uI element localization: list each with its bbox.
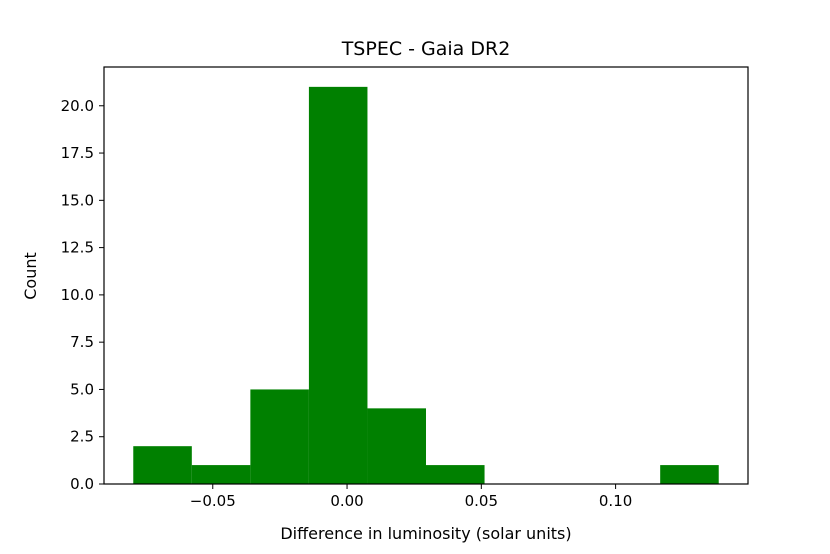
y-tick-label: 5.0	[70, 380, 94, 398]
bars-group	[133, 86, 719, 485]
x-tick-label: 0.05	[465, 492, 498, 510]
y-tick-label: 10.0	[61, 286, 94, 304]
y-tick-label: 20.0	[61, 97, 94, 115]
y-tick-label: 2.5	[70, 428, 94, 446]
chart-title: TSPEC - Gaia DR2	[341, 38, 511, 60]
x-tick-label: 0.10	[599, 492, 632, 510]
y-axis-ticks: 0.0 2.5 5.0 7.5 10.0 12.5 15.0 17.5 20.0	[61, 97, 104, 493]
x-tick-label: −0.05	[190, 492, 236, 510]
histogram-bar	[660, 465, 719, 484]
histogram-bar	[426, 465, 485, 484]
histogram-bar	[367, 408, 426, 484]
x-tick-label: 0.00	[330, 492, 363, 510]
y-tick-label: 15.0	[61, 191, 94, 209]
histogram-bar	[133, 446, 192, 484]
histogram-bar	[250, 389, 309, 484]
histogram-bar	[308, 86, 368, 485]
plot-area-frame	[103, 66, 749, 485]
histogram-bar	[191, 465, 251, 484]
y-axis-label: Count	[21, 252, 40, 300]
y-tick-label: 7.5	[70, 333, 94, 351]
x-axis-ticks: −0.05 0.00 0.05 0.10	[190, 484, 632, 510]
y-tick-label: 12.5	[61, 239, 94, 257]
x-axis-label: Difference in luminosity (solar units)	[280, 524, 571, 543]
y-tick-label: 17.5	[61, 144, 94, 162]
y-tick-label: 0.0	[70, 475, 94, 493]
